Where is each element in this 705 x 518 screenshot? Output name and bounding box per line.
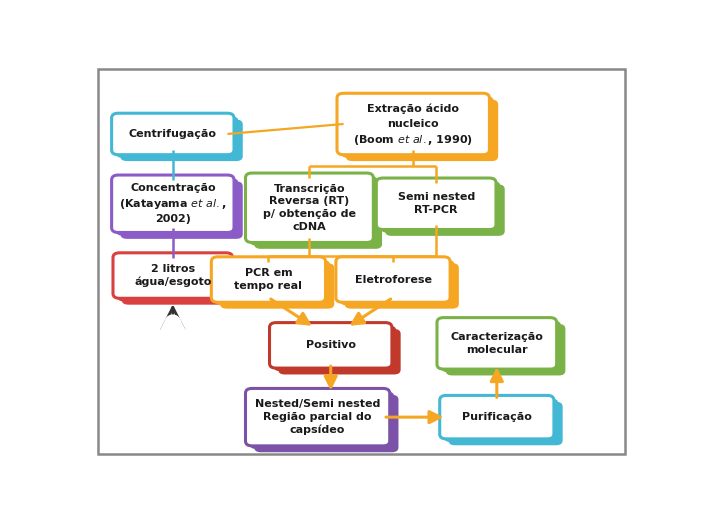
Text: Semi nested
RT-PCR: Semi nested RT-PCR xyxy=(398,192,474,215)
FancyBboxPatch shape xyxy=(111,175,234,233)
FancyBboxPatch shape xyxy=(269,323,392,368)
Text: (Katayama $\it{et\ al.}$,: (Katayama $\it{et\ al.}$, xyxy=(119,197,226,211)
FancyBboxPatch shape xyxy=(337,93,489,155)
FancyBboxPatch shape xyxy=(341,260,455,306)
FancyBboxPatch shape xyxy=(220,263,334,309)
FancyBboxPatch shape xyxy=(250,392,394,449)
Text: (Boom $\it{et\ al.}$, 1990): (Boom $\it{et\ al.}$, 1990) xyxy=(353,133,473,147)
FancyBboxPatch shape xyxy=(116,117,238,158)
Text: Caracterização
molecular: Caracterização molecular xyxy=(450,332,544,355)
FancyBboxPatch shape xyxy=(113,253,233,298)
Text: Centrifugação: Centrifugação xyxy=(129,129,217,139)
FancyBboxPatch shape xyxy=(440,395,554,439)
FancyBboxPatch shape xyxy=(274,326,396,371)
FancyBboxPatch shape xyxy=(448,402,563,445)
Text: PCR em
tempo real: PCR em tempo real xyxy=(235,268,302,291)
FancyBboxPatch shape xyxy=(212,257,326,303)
FancyBboxPatch shape xyxy=(345,263,459,309)
FancyBboxPatch shape xyxy=(245,388,390,446)
FancyBboxPatch shape xyxy=(437,318,557,369)
FancyBboxPatch shape xyxy=(345,99,498,161)
FancyBboxPatch shape xyxy=(245,173,374,242)
FancyBboxPatch shape xyxy=(121,120,243,161)
FancyBboxPatch shape xyxy=(250,176,378,246)
FancyBboxPatch shape xyxy=(116,178,238,236)
FancyBboxPatch shape xyxy=(98,69,625,454)
Text: 2002): 2002) xyxy=(155,214,191,224)
FancyBboxPatch shape xyxy=(216,260,330,306)
FancyBboxPatch shape xyxy=(446,324,565,376)
Text: Purificação: Purificação xyxy=(462,412,532,422)
FancyBboxPatch shape xyxy=(111,113,234,155)
FancyBboxPatch shape xyxy=(376,178,496,229)
FancyBboxPatch shape xyxy=(341,96,493,158)
FancyBboxPatch shape xyxy=(385,184,505,236)
FancyBboxPatch shape xyxy=(255,395,398,452)
Text: Extração ácido: Extração ácido xyxy=(367,103,459,113)
Text: 2 litros
água/esgoto: 2 litros água/esgoto xyxy=(134,264,212,287)
Text: nucleico: nucleico xyxy=(388,119,439,129)
FancyBboxPatch shape xyxy=(336,257,450,303)
Text: Positivo: Positivo xyxy=(306,340,356,350)
FancyBboxPatch shape xyxy=(381,181,501,233)
FancyBboxPatch shape xyxy=(444,398,558,442)
FancyBboxPatch shape xyxy=(117,256,237,301)
FancyBboxPatch shape xyxy=(441,321,561,372)
Text: Eletroforese: Eletroforese xyxy=(355,275,431,284)
FancyBboxPatch shape xyxy=(121,181,243,239)
Text: Transcrição
Reversa (RT)
p/ obtenção de
cDNA: Transcrição Reversa (RT) p/ obtenção de … xyxy=(263,183,356,232)
FancyBboxPatch shape xyxy=(255,179,382,249)
Text: Concentração: Concentração xyxy=(130,183,216,193)
Text: Nested/Semi nested
Região parcial do
capsídeo: Nested/Semi nested Região parcial do cap… xyxy=(255,399,380,435)
FancyBboxPatch shape xyxy=(122,259,241,305)
FancyBboxPatch shape xyxy=(278,329,400,375)
